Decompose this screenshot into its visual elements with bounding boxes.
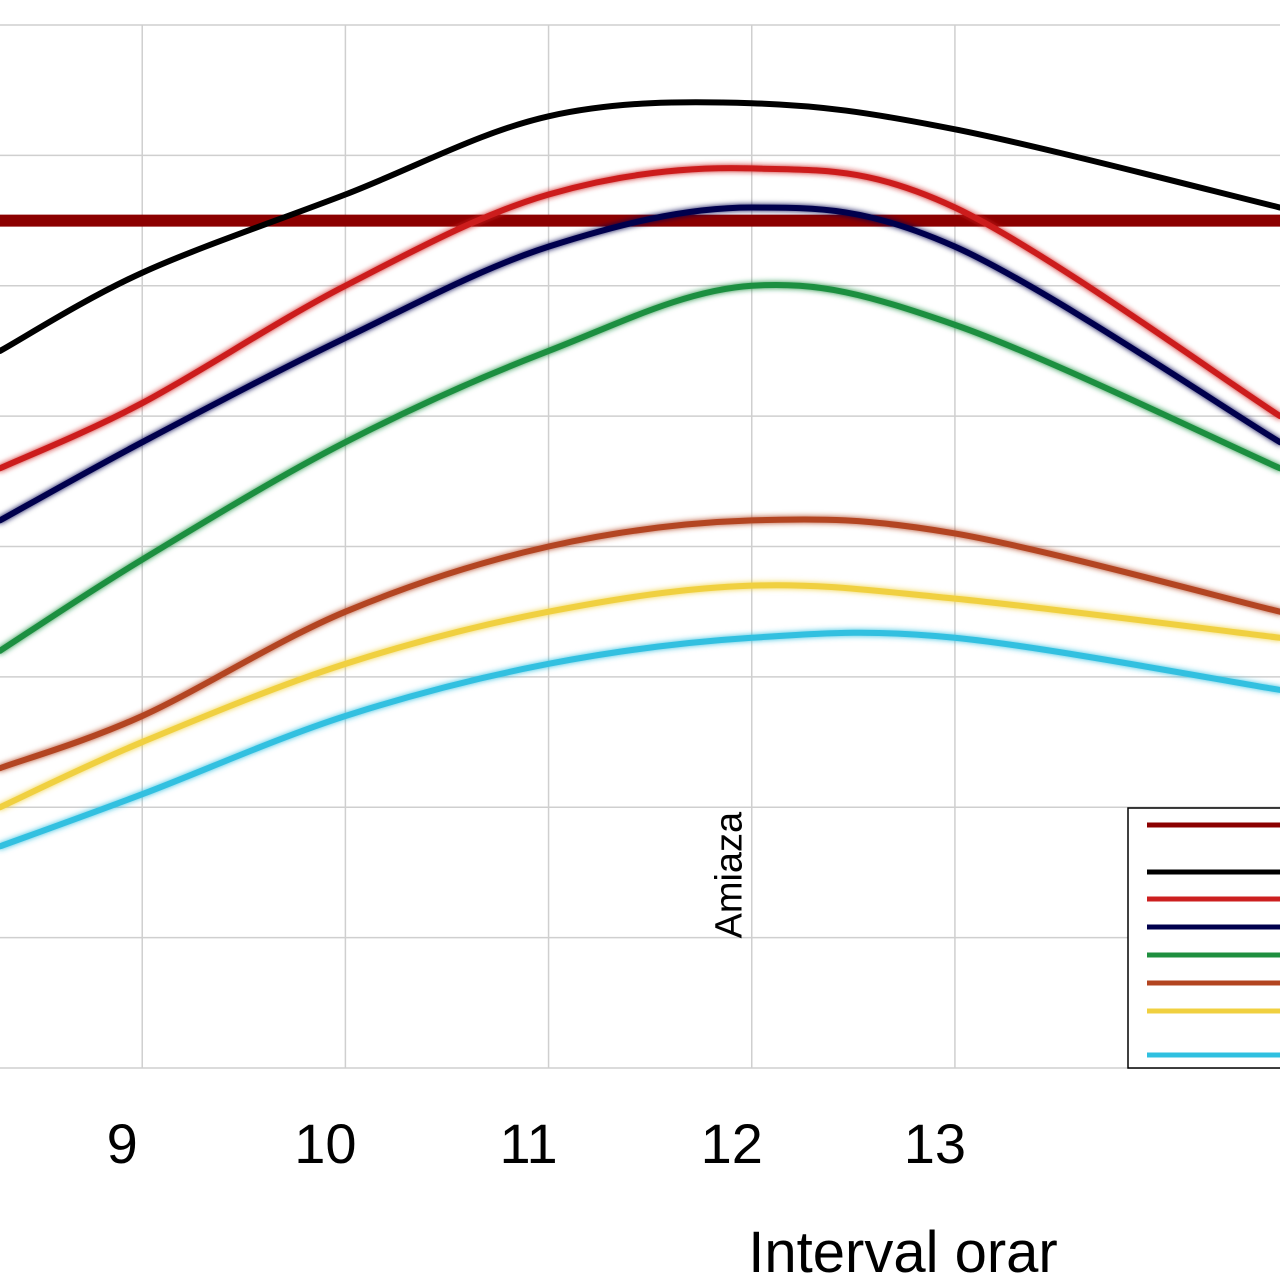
series-line-6 — [0, 516, 1280, 772]
x-tick-label: 10 — [294, 1112, 356, 1175]
series-line-5 — [0, 281, 1280, 654]
noon-annotation: Amiaza — [709, 811, 751, 939]
series-line-8 — [0, 629, 1280, 850]
series-line-2 — [0, 99, 1280, 354]
x-tick-label: 11 — [500, 1112, 558, 1175]
legend — [1127, 807, 1280, 1069]
x-tick-label: 12 — [701, 1112, 763, 1175]
x-axis-ticks: 9 10 11 12 13 — [107, 1112, 966, 1175]
series-line-7 — [0, 582, 1280, 811]
series-line-3 — [0, 165, 1280, 472]
x-tick-label: 9 — [107, 1112, 138, 1175]
series-group — [0, 99, 1280, 850]
x-tick-label: 13 — [904, 1112, 966, 1175]
series-line-4 — [0, 204, 1280, 524]
x-axis-title: Interval orar — [748, 1220, 1057, 1280]
legend-box — [1127, 807, 1280, 1069]
